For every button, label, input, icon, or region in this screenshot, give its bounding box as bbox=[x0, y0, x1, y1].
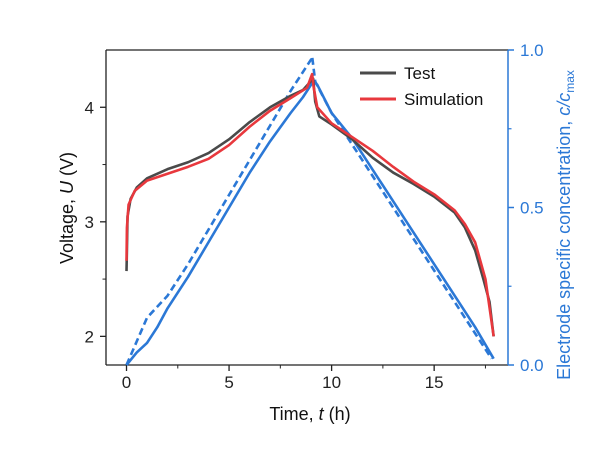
right-y-tick-label: 0.0 bbox=[520, 356, 544, 375]
legend-label-simulation: Simulation bbox=[404, 90, 483, 109]
right-y-axis-title-sub: max bbox=[563, 70, 577, 93]
legend: Test Simulation bbox=[360, 64, 483, 109]
series-group bbox=[125, 55, 495, 366]
x-axis-title-unit: (h) bbox=[324, 404, 351, 424]
left-y-axis-title-var: U bbox=[57, 180, 77, 194]
right-y-axis-title: Electrode specific concentration, c/cmax bbox=[554, 70, 577, 380]
right-y-tick-label: 1.0 bbox=[520, 41, 544, 60]
x-tick-label: 5 bbox=[224, 373, 233, 392]
right-y-axis-title-var: c/c bbox=[554, 93, 574, 116]
axis-ticks bbox=[100, 49, 514, 371]
right-y-axis-title-prefix: Electrode specific concentration, bbox=[554, 116, 574, 380]
left-y-tick-label: 3 bbox=[85, 213, 94, 232]
right-y-tick-label: 0.5 bbox=[520, 199, 544, 218]
left-y-tick-label: 2 bbox=[85, 327, 94, 346]
series-line-concentration-solid bbox=[125, 80, 495, 366]
left-y-axis-title-prefix: Voltage, bbox=[57, 194, 77, 264]
left-y-axis-title-unit: (V) bbox=[57, 152, 77, 181]
series-line-simulation bbox=[125, 72, 495, 337]
x-tick-label: 0 bbox=[122, 373, 131, 392]
tick-labels: 0 5 10 15 2 3 4 0.0 0.5 1.0 bbox=[85, 41, 544, 392]
x-axis-title-var: t bbox=[319, 404, 325, 424]
series-line-test bbox=[125, 77, 495, 337]
x-tick-label: 15 bbox=[425, 373, 444, 392]
x-axis-title-prefix: Time, bbox=[269, 404, 318, 424]
series-line-concentration-dashed bbox=[125, 55, 493, 366]
x-axis-title: Time, t (h) bbox=[269, 404, 350, 424]
legend-label-test: Test bbox=[404, 64, 435, 83]
left-y-tick-label: 4 bbox=[85, 98, 94, 117]
left-y-axis-title: Voltage, U (V) bbox=[57, 152, 77, 264]
x-tick-label: 10 bbox=[322, 373, 341, 392]
